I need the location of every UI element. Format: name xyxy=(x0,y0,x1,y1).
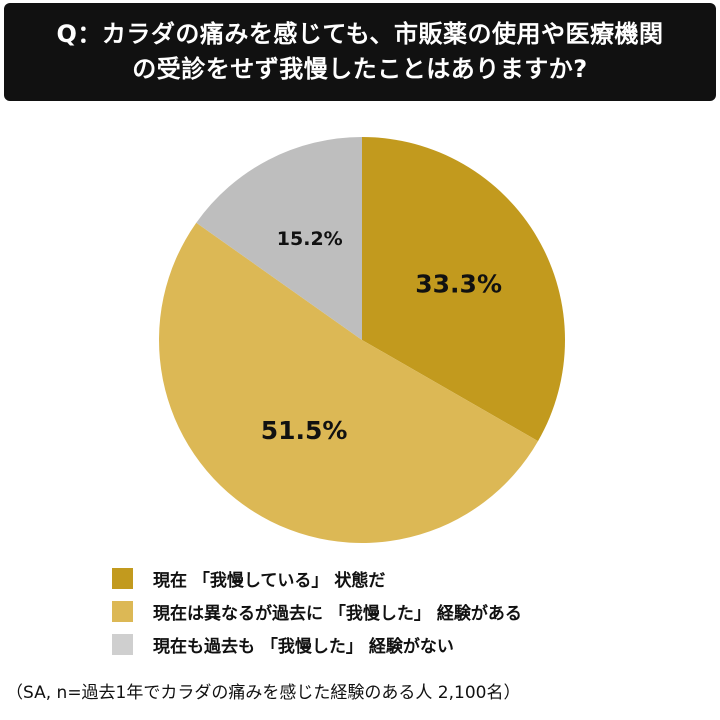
slice-value-label: 51.5% xyxy=(261,416,348,445)
pie-slice xyxy=(159,222,539,543)
legend-swatch xyxy=(112,568,133,589)
legend-label: 現在も過去も 「我慢した」 経験がない xyxy=(153,637,454,657)
title-line-1: Q：カラダの痛みを感じても、市販薬の使用や医療機関 xyxy=(56,20,664,48)
legend-item: 現在は異なるが過去に 「我慢した」 経験がある xyxy=(112,595,522,628)
sample-note: （SA, n=過去1年でカラダの痛みを感じた経験のある人 2,100名） xyxy=(6,683,521,703)
pie-slice xyxy=(196,137,362,340)
legend: 現在 「我慢している」 状態だ 現在は異なるが過去に 「我慢した」 経験がある … xyxy=(112,562,522,661)
slice-value-label: 33.3% xyxy=(415,270,502,299)
pie-slice xyxy=(362,137,565,442)
legend-label: 現在は異なるが過去に 「我慢した」 経験がある xyxy=(153,604,522,624)
title-box: Q：カラダの痛みを感じても、市販薬の使用や医療機関 の受診をせず我慢したことはあ… xyxy=(4,3,716,101)
legend-item: 現在 「我慢している」 状態だ xyxy=(112,562,522,595)
slice-value-label: 15.2% xyxy=(277,228,343,250)
legend-swatch xyxy=(112,634,133,655)
title-line-2: の受診をせず我慢したことはありますか? xyxy=(132,55,588,83)
legend-swatch xyxy=(112,601,133,622)
legend-label: 現在 「我慢している」 状態だ xyxy=(153,571,386,591)
legend-item: 現在も過去も 「我慢した」 経験がない xyxy=(112,628,522,661)
